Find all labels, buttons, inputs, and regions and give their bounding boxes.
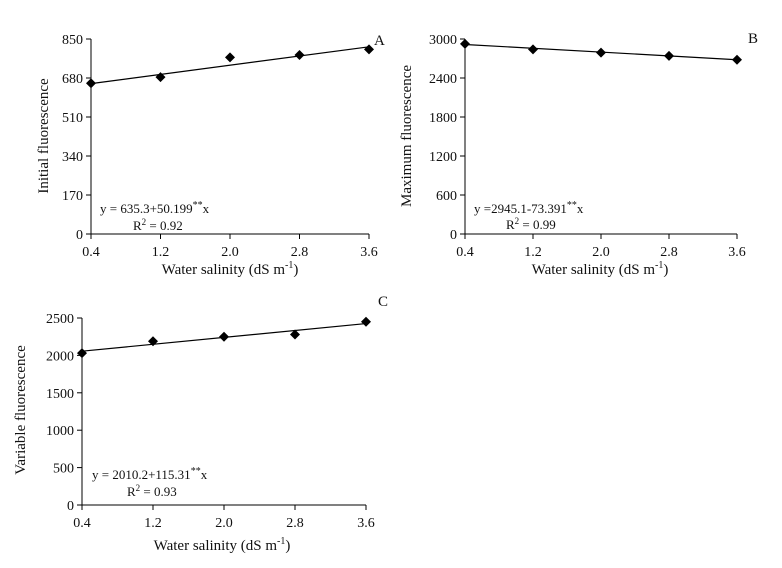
y-tick-label: 2000 (46, 349, 74, 364)
data-point-marker (528, 44, 538, 55)
chart-panel-b: 0 600 1200 1800 2400 3000 0.4 1.2 2.0 2.8 3.6 Maxim… (399, 31, 758, 278)
x-axis-title-superscript: -1 (277, 536, 285, 547)
r-squared-label: R2 = 0.93 (127, 483, 177, 499)
x-axis-title-close: ) (285, 538, 290, 554)
r-squared-exponent: 2 (142, 217, 147, 227)
x-axis-title-superscript: -1 (285, 260, 293, 271)
x-tick-label: 2.8 (286, 516, 304, 531)
data-point-marker (155, 72, 166, 83)
x-tick-label: 0.4 (73, 516, 91, 531)
y-tick-label: 170 (62, 189, 83, 204)
x-axis-title-close: ) (663, 262, 668, 278)
regression-equation: y =2945.1-73.391**x (474, 200, 584, 216)
y-tick-label: 2400 (429, 72, 457, 87)
x-tick-label: 0.4 (82, 245, 100, 260)
data-point-marker (86, 78, 96, 89)
x-tick-label: 3.6 (357, 516, 375, 531)
y-tick-label: 680 (62, 72, 83, 87)
y-tick-label: 340 (62, 150, 83, 165)
y-axis-title: Variable fluorescence (13, 345, 29, 475)
y-tick-label: 850 (62, 33, 83, 48)
y-axis-title: Maximum fluorescence (399, 65, 415, 207)
x-axis-title: Water salinity (dS m-1) (532, 260, 669, 278)
y-tick-label: 500 (53, 462, 74, 477)
significance-stars: ** (567, 200, 577, 211)
data-point-marker (294, 50, 305, 61)
y-tick-label: 2500 (46, 312, 74, 327)
r-squared-exponent: 2 (136, 483, 141, 493)
r-squared-value: = 0.92 (146, 218, 183, 233)
x-tick-label: 1.2 (144, 516, 162, 531)
x-tick-label: 1.2 (524, 245, 542, 260)
y-tick-label: 0 (450, 228, 457, 243)
x-tick-label: 1.2 (152, 245, 170, 260)
x-axis-title-text: Water salinity (dS m (162, 262, 286, 278)
regression-line (90, 46, 370, 85)
x-axis-title-close: ) (293, 262, 298, 278)
y-tick-label: 3000 (429, 33, 457, 48)
data-point-marker (148, 336, 158, 347)
equation-text: y =2945.1-73.391 (474, 201, 567, 216)
x-tick-label: 2.0 (221, 245, 239, 260)
data-point-marker (77, 348, 87, 359)
x-axis-title-text: Water salinity (dS m (154, 538, 278, 554)
r-squared-value: = 0.99 (519, 217, 556, 232)
y-tick-label: 1200 (429, 150, 457, 165)
r-squared-symbol: R (133, 218, 142, 233)
regression-equation: y = 2010.2+115.31**x (92, 466, 208, 482)
y-tick-label: 1000 (46, 424, 74, 439)
data-point-marker (664, 50, 674, 61)
data-point-marker (361, 316, 371, 327)
data-point-marker (364, 44, 374, 55)
y-tick-label: 1500 (46, 387, 74, 402)
r-squared-label: R2 = 0.92 (133, 217, 183, 233)
x-tick-label: 3.6 (728, 245, 746, 260)
panel-label-a: A (374, 33, 385, 49)
chart-panel-a: 0 170 340 510 680 850 0.4 1.2 2.0 2.8 3.6 Initial f… (36, 33, 385, 278)
x-tick-label: 2.8 (291, 245, 309, 260)
data-point-marker (225, 52, 235, 63)
x-axis-title: Water salinity (dS m-1) (162, 260, 299, 278)
r-squared-exponent: 2 (515, 216, 520, 226)
x-axis-title: Water salinity (dS m-1) (154, 536, 291, 554)
regression-equation: y = 635.3+50.199**x (100, 200, 210, 216)
equation-text: y = 635.3+50.199 (100, 201, 193, 216)
r-squared-symbol: R (127, 484, 136, 499)
x-axis-title-text: Water salinity (dS m (532, 262, 656, 278)
y-tick-label: 1800 (429, 111, 457, 126)
significance-stars: ** (191, 466, 201, 477)
x-tick-label: 2.8 (660, 245, 678, 260)
data-point-marker (290, 329, 300, 340)
data-point-marker (460, 38, 470, 49)
equation-text: y = 2010.2+115.31 (92, 467, 191, 482)
x-tick-label: 3.6 (360, 245, 378, 260)
r-squared-value: = 0.93 (140, 484, 177, 499)
r-squared-label: R2 = 0.99 (506, 216, 556, 232)
equation-variable: x (201, 467, 208, 482)
data-point-marker (219, 331, 229, 342)
equation-variable: x (203, 201, 210, 216)
panel-label-b: B (748, 31, 758, 47)
y-axis-title: Initial fluorescence (36, 78, 52, 194)
x-tick-label: 2.0 (592, 245, 610, 260)
significance-stars: ** (193, 200, 203, 211)
y-tick-label: 510 (62, 111, 83, 126)
y-tick-label: 0 (76, 228, 83, 243)
x-axis-title-superscript: -1 (655, 260, 663, 271)
r-squared-symbol: R (506, 217, 515, 232)
equation-variable: x (577, 201, 584, 216)
x-tick-label: 0.4 (456, 245, 474, 260)
panel-label-c: C (378, 294, 388, 310)
chart-panel-c: 0 500 1000 1500 2000 2500 0.4 1.2 2.0 2.8 3.6 Varia… (13, 294, 388, 554)
y-tick-label: 600 (436, 189, 457, 204)
data-point-marker (596, 47, 606, 58)
x-tick-label: 2.0 (215, 516, 233, 531)
data-point-marker (732, 54, 742, 65)
y-tick-label: 0 (67, 499, 74, 514)
